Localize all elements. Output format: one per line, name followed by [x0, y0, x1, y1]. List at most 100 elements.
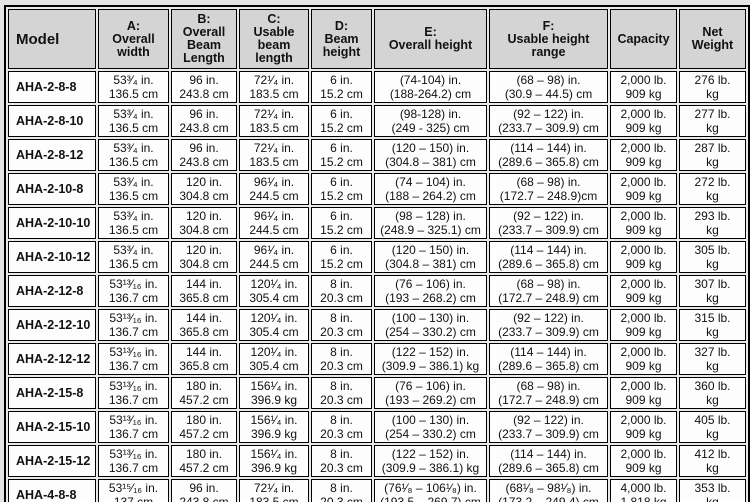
spec-cell-net_weight: 315 lb. kg: [679, 309, 746, 341]
spec-cell-e: (100 – 130) in. (254 – 330.2) cm: [374, 309, 487, 341]
spec-cell-b: 120 in. 304.8 cm: [171, 241, 237, 273]
spec-cell-b: 96 in. 243.8 cm: [171, 105, 237, 137]
spec-cell-d: 6 in. 15.2 cm: [311, 139, 372, 171]
spec-cell-d: 8 in. 20.3 cm: [311, 309, 372, 341]
spec-cell-e: (120 – 150) in. (304.8 – 381) cm: [374, 139, 487, 171]
spec-cell-net_weight: 305 lb. kg: [679, 241, 746, 273]
spec-cell-a: 53³⁄₄ in. 136.5 cm: [98, 207, 169, 239]
spec-cell-b: 96 in. 243.8 cm: [171, 139, 237, 171]
spec-cell-capacity: 2,000 lb. 909 kg: [610, 71, 677, 103]
spec-cell-d: 6 in. 15.2 cm: [311, 241, 372, 273]
table-row: AHA-2-12-12 53¹³⁄₁₆ in. 136.7 cm 144 in. 3…: [8, 343, 746, 375]
spec-cell-net_weight: 412 lb. kg: [679, 445, 746, 477]
spec-cell-e: (76 – 106) in. (193 – 268.2) cm: [374, 275, 487, 307]
spec-cell-e: (98 – 128) in. (248.9 – 325.1) cm: [374, 207, 487, 239]
spec-cell-f: (114 – 144) in. (289.6 – 365.8) cm: [489, 445, 608, 477]
model-cell: AHA-2-10-10: [8, 207, 96, 239]
spec-cell-e: (120 – 150) in. (304.8 – 381) cm: [374, 241, 487, 273]
spec-cell-a: 53¹³⁄₁₆ in. 136.7 cm: [98, 309, 169, 341]
model-cell: AHA-4-8-8: [8, 479, 96, 502]
spec-cell-c: 96¹⁄₄ in. 244.5 cm: [239, 173, 309, 205]
spec-cell-c: 72¹⁄₄ in. 183.5 cm: [239, 479, 309, 502]
model-cell: AHA-2-12-8: [8, 275, 96, 307]
model-cell: AHA-2-15-12: [8, 445, 96, 477]
spec-cell-e: (122 – 152) in. (309.9 – 386.1) kg: [374, 343, 487, 375]
spec-cell-capacity: 2,000 lb. 909 kg: [610, 445, 677, 477]
spec-cell-d: 6 in. 15.2 cm: [311, 207, 372, 239]
spec-cell-b: 144 in. 365.8 cm: [171, 275, 237, 307]
spec-cell-b: 180 in. 457.2 cm: [171, 411, 237, 443]
table-row: AHA-2-15-12 53¹³⁄₁₆ in. 136.7 cm 180 in. 4…: [8, 445, 746, 477]
spec-cell-net_weight: 276 lb. kg: [679, 71, 746, 103]
header-model: Model: [8, 9, 96, 69]
spec-cell-f: (114 – 144) in. (289.6 – 365.8) cm: [489, 139, 608, 171]
model-cell: AHA-2-15-10: [8, 411, 96, 443]
spec-cell-d: 8 in. 20.3 cm: [311, 377, 372, 409]
header-overall-beam-length: B: Overall Beam Length: [171, 9, 237, 69]
spec-cell-e: (76 – 106) in. (193 – 269.2) cm: [374, 377, 487, 409]
spec-cell-a: 53¹³⁄₁₆ in. 136.7 cm: [98, 445, 169, 477]
spec-cell-b: 120 in. 304.8 cm: [171, 173, 237, 205]
table-row: AHA-2-15-8 53¹³⁄₁₆ in. 136.7 cm 180 in. 45…: [8, 377, 746, 409]
spec-cell-f: (68 – 98) in. (172.7 – 248.9)cm: [489, 173, 608, 205]
table-row: AHA-2-8-8 53³⁄₄ in. 136.5 cm 96 in. 243.8 …: [8, 71, 746, 103]
spec-cell-net_weight: 307 lb. kg: [679, 275, 746, 307]
model-cell: AHA-2-8-12: [8, 139, 96, 171]
spec-cell-net_weight: 272 lb. kg: [679, 173, 746, 205]
table-row: AHA-2-12-8 53¹³⁄₁₆ in. 136.7 cm 144 in. 36…: [8, 275, 746, 307]
spec-cell-a: 53¹⁵⁄₁₆ in. 137 cm: [98, 479, 169, 502]
spec-cell-c: 156¹⁄₄ in. 396.9 kg: [239, 377, 309, 409]
spec-cell-net_weight: 360 lb. kg: [679, 377, 746, 409]
spec-cell-b: 96 in. 243.8 cm: [171, 71, 237, 103]
table-header: Model A: Overall width B: Overall Beam L…: [8, 9, 746, 69]
spec-table: Model A: Overall width B: Overall Beam L…: [4, 5, 750, 502]
model-cell: AHA-2-10-8: [8, 173, 96, 205]
spec-cell-d: 8 in. 20.3 cm: [311, 411, 372, 443]
spec-cell-e: (122 – 152) in. (309.9 – 386.1) kg: [374, 445, 487, 477]
spec-cell-e: (74-104) in. (188-264.2) cm: [374, 71, 487, 103]
spec-cell-e: (76¹⁄₈ – 106¹⁄₈) in. (193.5 – 269.7) cm: [374, 479, 487, 502]
spec-cell-b: 96 in. 243.8 cm: [171, 479, 237, 502]
spec-cell-a: 53¹³⁄₁₆ in. 136.7 cm: [98, 343, 169, 375]
spec-cell-c: 96¹⁄₄ in. 244.5 cm: [239, 241, 309, 273]
model-cell: AHA-2-12-10: [8, 309, 96, 341]
spec-cell-a: 53¹³⁄₁₆ in. 136.7 cm: [98, 377, 169, 409]
spec-cell-capacity: 2,000 lb. 909 kg: [610, 139, 677, 171]
spec-cell-net_weight: 287 lb. kg: [679, 139, 746, 171]
spec-cell-b: 180 in. 457.2 cm: [171, 445, 237, 477]
header-row: Model A: Overall width B: Overall Beam L…: [8, 9, 746, 69]
table-row: AHA-2-10-8 53³⁄₄ in. 136.5 cm 120 in. 304.…: [8, 173, 746, 205]
spec-cell-e: (74 – 104) in. (188 – 264.2) cm: [374, 173, 487, 205]
spec-cell-f: (114 – 144) in. (289.6 – 365.8) cm: [489, 343, 608, 375]
table-row: AHA-4-8-8 53¹⁵⁄₁₆ in. 137 cm 96 in. 243.8 …: [8, 479, 746, 502]
spec-cell-a: 53³⁄₄ in. 136.5 cm: [98, 105, 169, 137]
spec-cell-f: (92 – 122) in. (233.7 – 309.9) cm: [489, 105, 608, 137]
spec-cell-net_weight: 353 lb. kg: [679, 479, 746, 502]
spec-cell-d: 6 in. 15.2 cm: [311, 173, 372, 205]
header-capacity: Capacity: [610, 9, 677, 69]
spec-cell-f: (68 – 98) in. (30.9 – 44.5) cm: [489, 71, 608, 103]
table-row: AHA-2-12-10 53¹³⁄₁₆ in. 136.7 cm 144 in. 3…: [8, 309, 746, 341]
spec-cell-net_weight: 277 lb. kg: [679, 105, 746, 137]
spec-cell-e: (100 – 130) in. (254 – 330.2) cm: [374, 411, 487, 443]
spec-cell-capacity: 2,000 lb. 909 kg: [610, 411, 677, 443]
spec-cell-d: 8 in. 20.3 cm: [311, 479, 372, 502]
spec-cell-f: (92 – 122) in. (233.7 – 309.9) cm: [489, 207, 608, 239]
header-overall-height: E: Overall height: [374, 9, 487, 69]
spec-cell-d: 8 in. 20.3 cm: [311, 343, 372, 375]
model-cell: AHA-2-8-10: [8, 105, 96, 137]
spec-cell-a: 53³⁄₄ in. 136.5 cm: [98, 241, 169, 273]
model-cell: AHA-2-15-8: [8, 377, 96, 409]
spec-cell-a: 53¹³⁄₁₆ in. 136.7 cm: [98, 411, 169, 443]
header-overall-width: A: Overall width: [98, 9, 169, 69]
spec-cell-c: 120¹⁄₄ in. 305.4 cm: [239, 309, 309, 341]
spec-cell-capacity: 2,000 lb. 909 kg: [610, 173, 677, 205]
spec-cell-capacity: 2,000 lb. 909 kg: [610, 105, 677, 137]
header-usable-height-range: F: Usable height range: [489, 9, 608, 69]
spec-cell-a: 53³⁄₄ in. 136.5 cm: [98, 71, 169, 103]
spec-cell-capacity: 2,000 lb. 909 kg: [610, 207, 677, 239]
spec-cell-capacity: 2,000 lb. 909 kg: [610, 275, 677, 307]
spec-cell-a: 53³⁄₄ in. 136.5 cm: [98, 173, 169, 205]
table-row: AHA-2-10-12 53³⁄₄ in. 136.5 cm 120 in. 304…: [8, 241, 746, 273]
